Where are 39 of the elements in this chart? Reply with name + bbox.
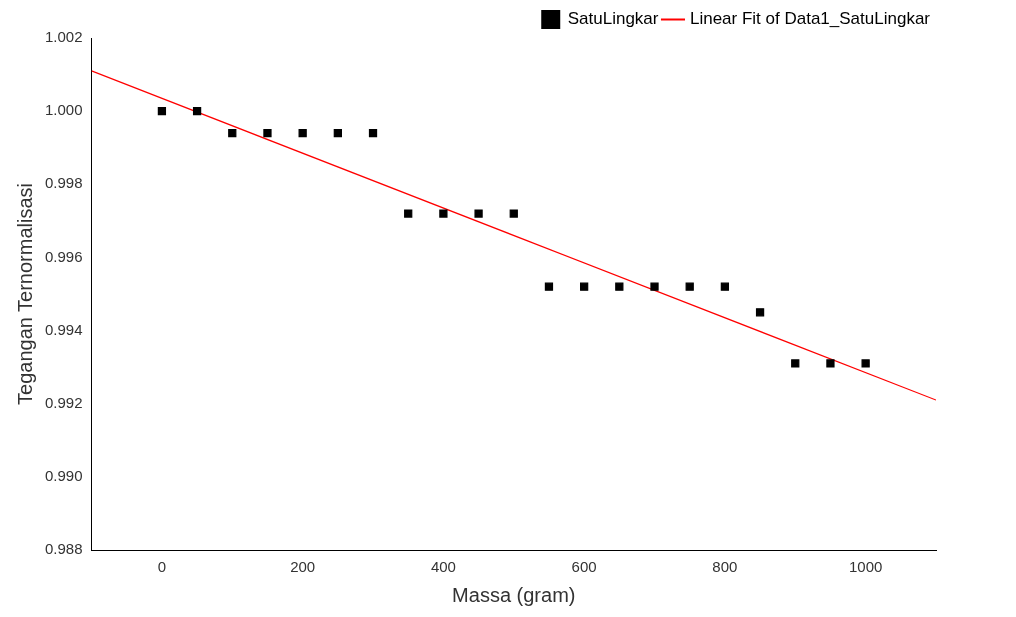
point: [439, 209, 448, 218]
y-tick-label: 0.994: [44, 320, 83, 338]
point: [580, 282, 589, 291]
x-tick-label: 600: [571, 558, 597, 576]
point: [157, 107, 167, 116]
x-tick-label: 0: [157, 558, 167, 576]
point: [192, 107, 202, 116]
point: [298, 128, 307, 138]
point: [685, 282, 694, 291]
point: [333, 128, 342, 138]
y-tick-label: 1.000: [44, 101, 83, 119]
y-tick-label: 1.002: [44, 28, 83, 46]
y-tick-label: 0.996: [44, 247, 83, 265]
y-tick-label: 0.988: [44, 540, 83, 558]
x-tick-label: 800: [712, 558, 738, 576]
point: [544, 282, 554, 291]
point: [263, 128, 272, 138]
legend-label: SatuLingkar: [567, 9, 659, 29]
point: [404, 209, 413, 218]
x-axis-title: Massa (gram): [452, 583, 576, 606]
point: [791, 359, 800, 368]
point: [615, 282, 624, 291]
point: [368, 128, 378, 138]
point: [228, 128, 237, 138]
point: [861, 359, 870, 368]
y-axis-title: Tegangan Ternormalisasi: [13, 183, 36, 405]
x-tick-label: 1000: [848, 558, 883, 576]
x-tick-label: 400: [430, 558, 456, 576]
x-tick-label: 200: [290, 558, 316, 576]
point: [650, 282, 659, 291]
point: [720, 282, 730, 291]
y-tick-label: 0.990: [44, 467, 83, 484]
point: [826, 359, 835, 368]
y-tick-label: 0.992: [44, 393, 83, 411]
point: [755, 308, 765, 317]
point: [509, 209, 518, 218]
legend-label: Linear Fit of Data1_SatuLingkar: [689, 9, 931, 29]
point: [474, 209, 483, 218]
y-tick-label: 0.998: [44, 174, 83, 192]
